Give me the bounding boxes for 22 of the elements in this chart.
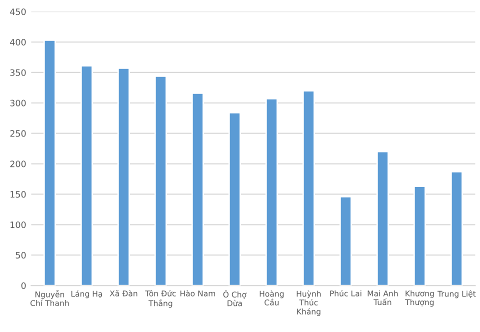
bar (265, 98, 278, 286)
bar (228, 112, 241, 286)
bar (80, 65, 93, 286)
bar (302, 90, 315, 286)
bar (376, 150, 389, 286)
bar (191, 92, 204, 286)
y-tick-label: 200 (10, 160, 26, 168)
y-tick-label: 50 (16, 252, 26, 259)
y-tick-label: 300 (10, 100, 26, 106)
bar (339, 196, 352, 286)
y-tick-label: 100 (10, 221, 26, 228)
y-tick-label: 350 (10, 69, 26, 76)
bar (413, 186, 426, 286)
bar (117, 68, 130, 286)
bar (43, 40, 56, 286)
bar (450, 171, 463, 286)
y-tick-label: 0 (21, 282, 26, 289)
y-tick-label: 150 (10, 191, 26, 198)
bar (154, 75, 167, 286)
y-tick-label: 400 (10, 38, 26, 46)
y-tick-label: 450 (10, 8, 26, 16)
y-tick-label: 250 (10, 130, 26, 137)
